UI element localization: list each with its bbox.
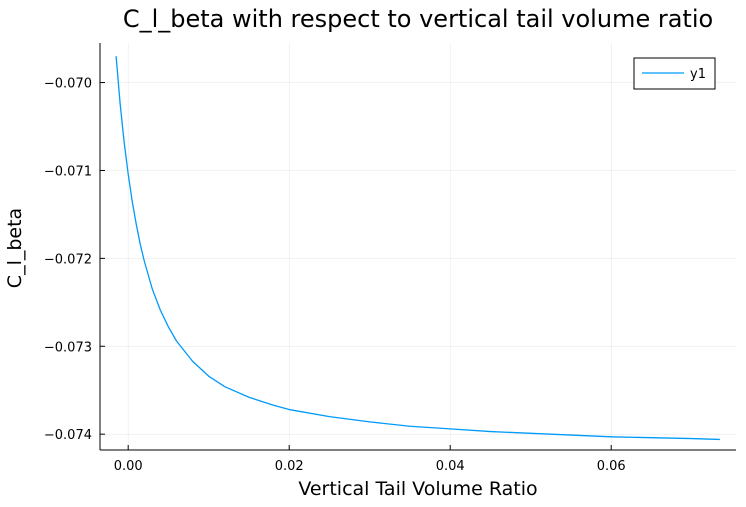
grid-lines — [100, 43, 736, 450]
x-tick-label: 0.00 — [114, 459, 143, 474]
y-tick-label: −0.073 — [44, 340, 92, 355]
x-tick-label: 0.06 — [597, 459, 626, 474]
series-line — [115, 56, 720, 441]
y-tick-label: −0.070 — [44, 77, 92, 92]
legend: y1 — [633, 57, 716, 90]
y-axis-title: C_l_beta — [4, 208, 26, 288]
legend-label: y1 — [690, 67, 706, 82]
x-axis-title: Vertical Tail Volume Ratio — [298, 478, 537, 500]
y-ticks: −0.074 −0.073 −0.072 −0.071 −0.070 — [44, 77, 105, 443]
chart-title: C_l_beta with respect to vertical tail v… — [123, 5, 713, 33]
y-tick-label: −0.071 — [44, 164, 92, 179]
y-tick-label: −0.072 — [44, 252, 92, 267]
x-ticks: 0.00 0.02 0.04 0.06 — [114, 445, 626, 474]
y-tick-label: −0.074 — [44, 428, 92, 443]
series-layer — [115, 56, 720, 441]
x-tick-label: 0.04 — [436, 459, 465, 474]
x-tick-label: 0.02 — [275, 459, 304, 474]
